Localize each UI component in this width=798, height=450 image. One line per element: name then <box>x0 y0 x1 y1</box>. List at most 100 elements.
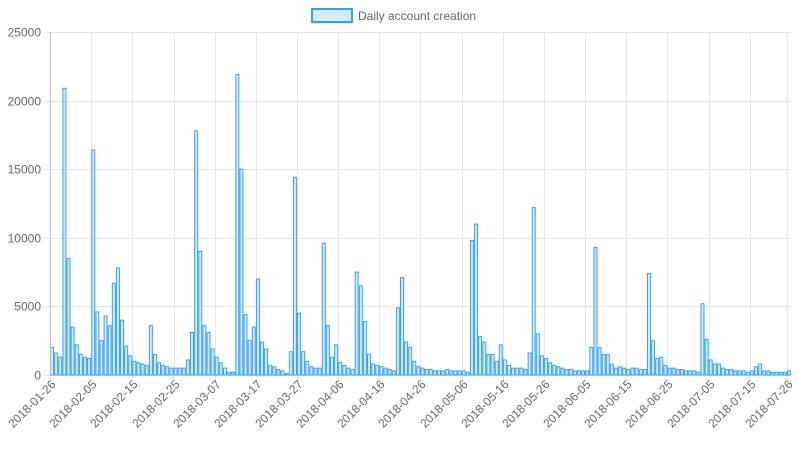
bar[interactable] <box>177 367 182 376</box>
bar[interactable] <box>465 371 470 376</box>
bar[interactable] <box>362 320 367 376</box>
bar[interactable] <box>684 370 688 376</box>
bar[interactable] <box>461 370 466 376</box>
bar[interactable] <box>412 360 417 376</box>
bar[interactable] <box>354 271 359 376</box>
legend-swatch[interactable] <box>311 8 353 23</box>
bar[interactable] <box>515 367 520 376</box>
bar[interactable] <box>210 348 215 376</box>
bar[interactable] <box>157 362 162 376</box>
bar[interactable] <box>445 369 450 376</box>
bar[interactable] <box>432 370 437 376</box>
bar[interactable] <box>498 344 503 376</box>
bar[interactable] <box>255 278 260 376</box>
bar[interactable] <box>626 369 631 376</box>
bar[interactable] <box>737 370 742 376</box>
bar[interactable] <box>704 338 709 376</box>
bar[interactable] <box>457 370 462 376</box>
bar[interactable] <box>338 362 343 376</box>
bar[interactable] <box>399 277 404 376</box>
bar[interactable] <box>745 371 750 376</box>
bar[interactable] <box>754 366 758 376</box>
bar[interactable] <box>642 369 647 376</box>
bar[interactable] <box>646 272 651 376</box>
bar[interactable] <box>453 370 458 376</box>
bar[interactable] <box>729 369 734 376</box>
bar[interactable] <box>231 371 236 376</box>
bar[interactable] <box>218 362 223 376</box>
bar[interactable] <box>206 331 211 376</box>
bar[interactable] <box>66 257 71 376</box>
bar[interactable] <box>148 325 153 376</box>
bar[interactable] <box>371 363 376 376</box>
bar[interactable] <box>774 371 779 376</box>
bar[interactable] <box>321 242 326 376</box>
bar[interactable] <box>733 370 738 376</box>
bar[interactable] <box>58 356 63 376</box>
bar[interactable] <box>572 370 577 376</box>
bar[interactable] <box>663 364 668 376</box>
bar[interactable] <box>181 367 186 376</box>
bar[interactable] <box>140 363 145 376</box>
bar[interactable] <box>83 356 87 376</box>
bar[interactable] <box>667 367 672 376</box>
bar[interactable] <box>502 359 507 376</box>
bar[interactable] <box>358 285 363 376</box>
bar[interactable] <box>766 370 771 376</box>
bar[interactable] <box>589 347 594 376</box>
bar[interactable] <box>758 363 763 376</box>
bar[interactable] <box>292 176 297 376</box>
bar[interactable] <box>391 370 396 376</box>
bar[interactable] <box>552 364 557 376</box>
bar[interactable] <box>87 358 92 376</box>
bar[interactable] <box>280 370 285 376</box>
bar[interactable] <box>700 303 705 376</box>
bar[interactable] <box>297 312 302 376</box>
bar[interactable] <box>622 367 627 376</box>
bar[interactable] <box>190 331 194 376</box>
bar[interactable] <box>309 366 314 376</box>
bar[interactable] <box>618 366 623 376</box>
bar[interactable] <box>227 371 232 376</box>
bar[interactable] <box>120 319 125 376</box>
bar[interactable] <box>696 371 701 376</box>
bar[interactable] <box>54 352 59 376</box>
bar[interactable] <box>395 307 400 376</box>
bar[interactable] <box>507 364 511 376</box>
bar[interactable] <box>214 356 219 376</box>
bar[interactable] <box>486 353 491 376</box>
bar[interactable] <box>408 347 413 376</box>
bar[interactable] <box>770 371 775 376</box>
bar[interactable] <box>50 347 55 376</box>
bar[interactable] <box>782 371 787 376</box>
bar[interactable] <box>99 340 104 376</box>
bar[interactable] <box>243 314 248 376</box>
bar[interactable] <box>173 367 178 376</box>
bar[interactable] <box>346 367 351 376</box>
bar[interactable] <box>264 348 269 376</box>
bar[interactable] <box>222 367 227 376</box>
bar[interactable] <box>202 325 207 376</box>
bar[interactable] <box>597 347 602 376</box>
bar[interactable] <box>614 367 619 376</box>
bar[interactable] <box>276 369 281 376</box>
bar[interactable] <box>268 364 273 376</box>
bar[interactable] <box>708 359 713 376</box>
bar[interactable] <box>169 367 174 376</box>
bar[interactable] <box>671 367 676 376</box>
bar[interactable] <box>424 369 429 376</box>
bar[interactable] <box>95 311 100 376</box>
bar[interactable] <box>111 282 116 376</box>
bar[interactable] <box>675 369 680 376</box>
bar[interactable] <box>103 315 108 376</box>
bar[interactable] <box>539 355 544 376</box>
legend[interactable]: Daily account creation <box>311 8 476 23</box>
bar[interactable] <box>441 370 446 376</box>
bar[interactable] <box>568 369 573 376</box>
legend-label[interactable]: Daily account creation <box>358 9 476 23</box>
bar[interactable] <box>288 351 293 376</box>
bar[interactable] <box>585 370 590 376</box>
bar[interactable] <box>301 351 306 376</box>
bar[interactable] <box>325 325 330 376</box>
bar[interactable] <box>342 364 347 376</box>
